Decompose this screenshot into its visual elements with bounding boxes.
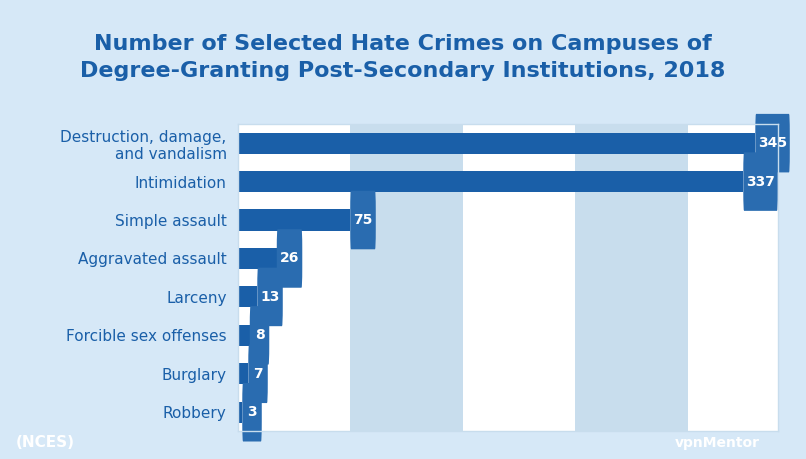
Text: 345: 345 <box>758 136 787 150</box>
Bar <box>238 286 257 308</box>
Text: 8: 8 <box>255 328 264 342</box>
Text: 75: 75 <box>353 213 372 227</box>
FancyBboxPatch shape <box>755 114 790 173</box>
FancyBboxPatch shape <box>250 306 269 364</box>
Bar <box>238 402 243 423</box>
Bar <box>238 363 248 384</box>
FancyBboxPatch shape <box>276 229 302 288</box>
Text: (NCES): (NCES) <box>16 436 75 450</box>
Text: 3: 3 <box>247 405 257 419</box>
Text: 337: 337 <box>746 174 775 189</box>
FancyBboxPatch shape <box>248 345 268 403</box>
Text: Number of Selected Hate Crimes on Campuses of
Degree-Granting Post-Secondary Ins: Number of Selected Hate Crimes on Campus… <box>81 34 725 81</box>
Text: vpnMentor: vpnMentor <box>675 436 760 450</box>
Bar <box>351 124 463 431</box>
FancyBboxPatch shape <box>743 152 778 211</box>
Bar <box>238 133 755 154</box>
FancyBboxPatch shape <box>351 191 376 249</box>
FancyBboxPatch shape <box>243 383 262 442</box>
Bar <box>238 325 250 346</box>
Bar <box>238 171 743 192</box>
Text: 7: 7 <box>253 367 263 381</box>
Bar <box>575 124 688 431</box>
Bar <box>238 209 351 230</box>
Bar <box>238 248 276 269</box>
FancyBboxPatch shape <box>257 268 283 326</box>
Text: 13: 13 <box>260 290 280 304</box>
Text: 26: 26 <box>280 252 299 265</box>
